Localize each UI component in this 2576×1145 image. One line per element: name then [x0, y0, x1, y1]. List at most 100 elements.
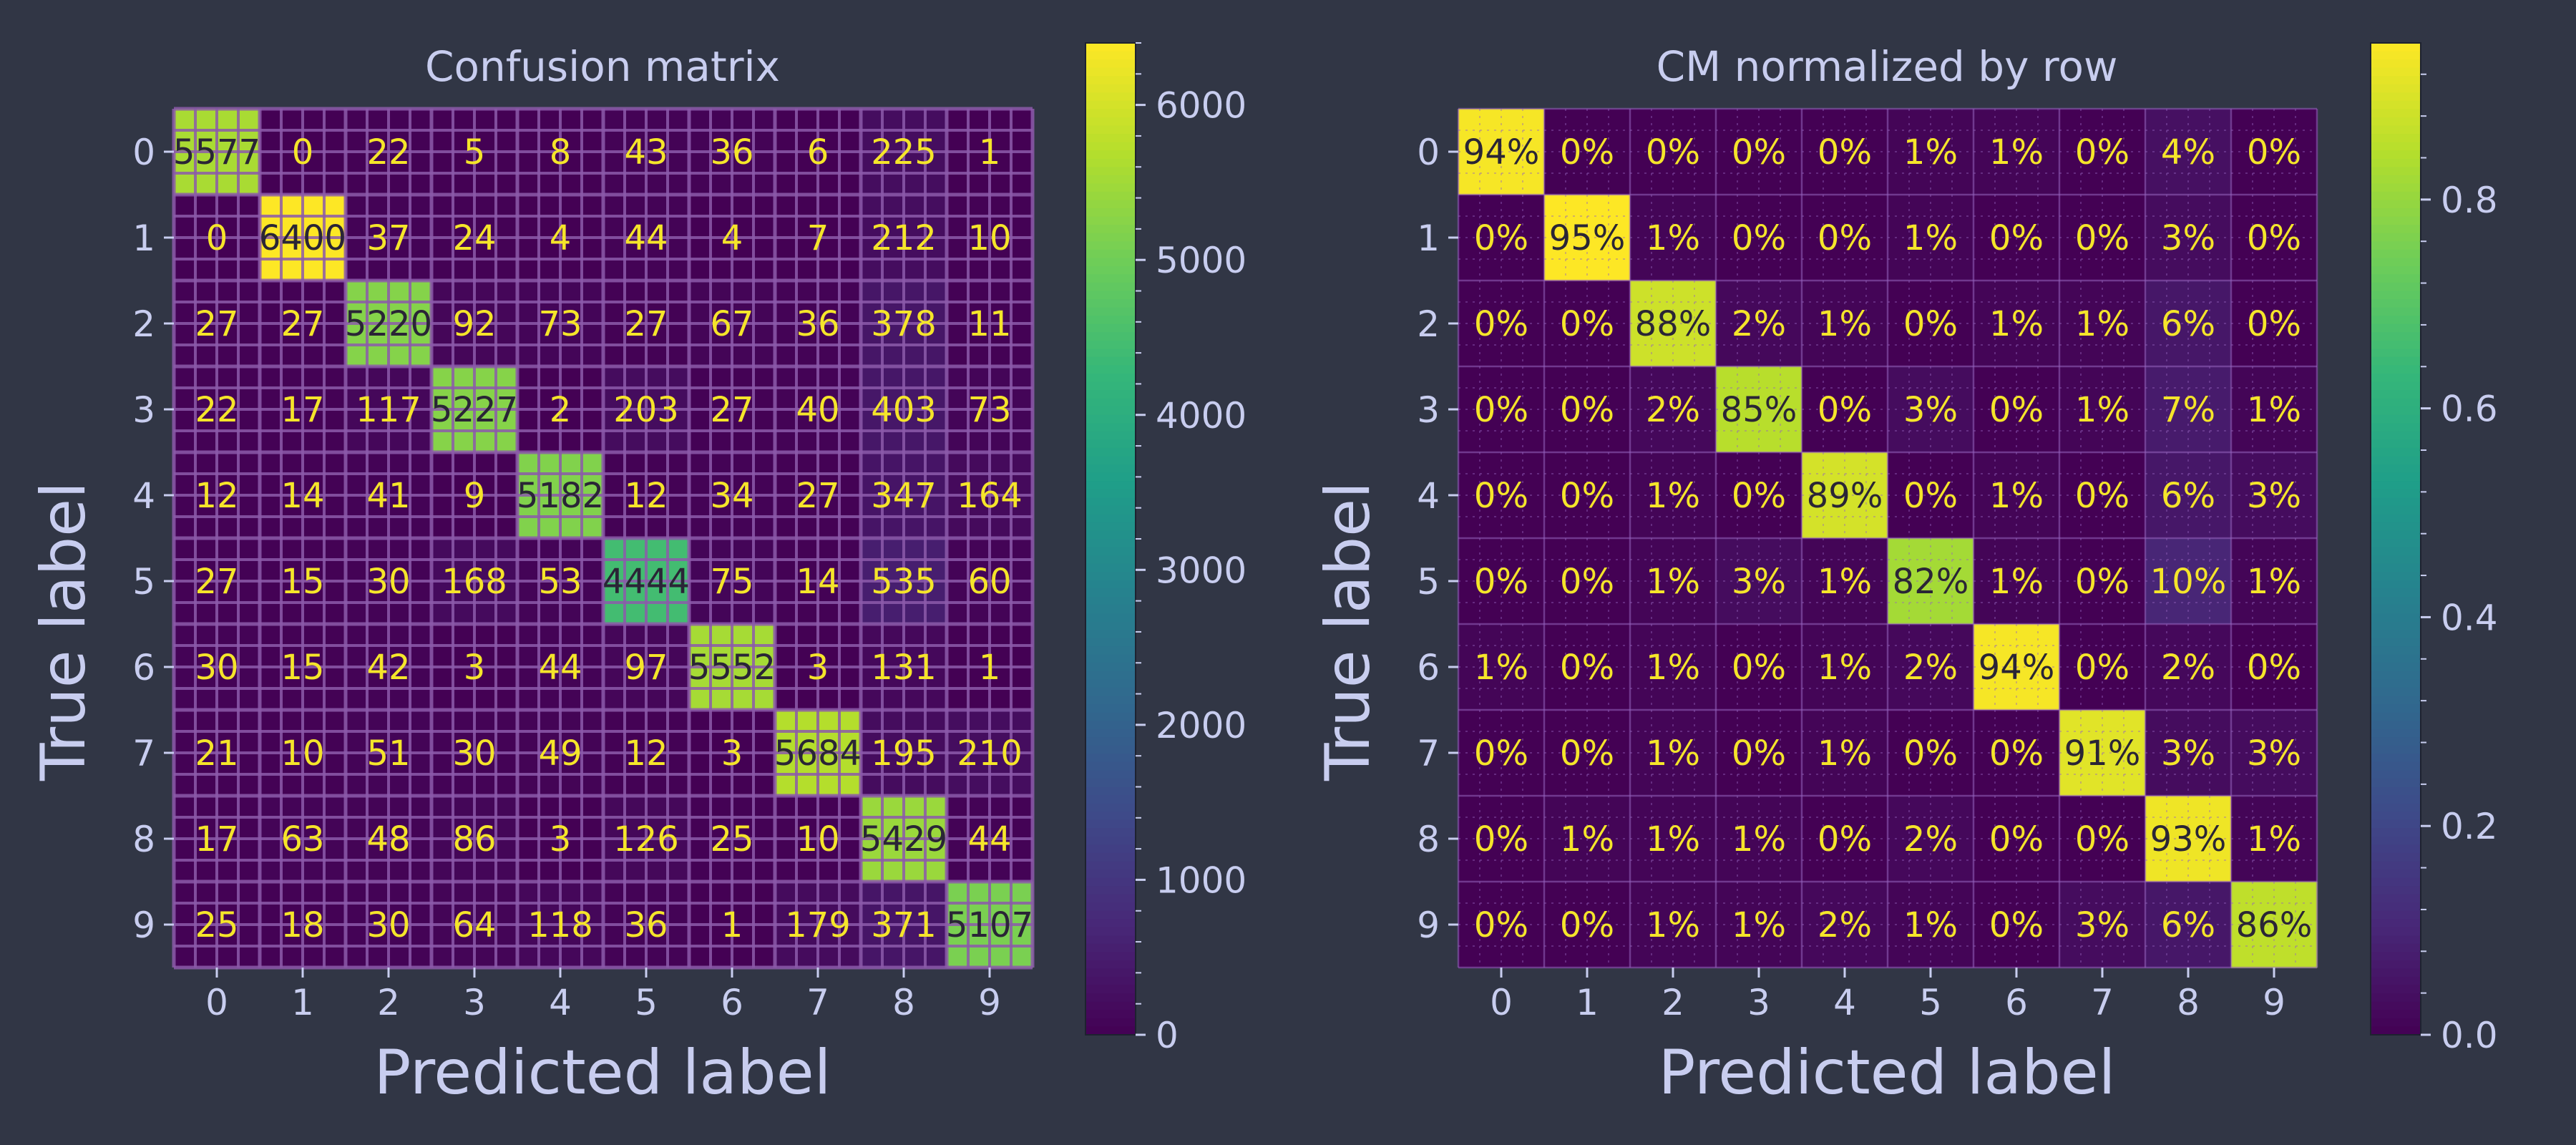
x-axis-ticks: 0 1 2 3 4 5 6 7 8 9	[205, 968, 1001, 1023]
cell-value-label: 3	[807, 648, 829, 688]
colorbar-segment	[2371, 646, 2421, 656]
colorbar-segment	[1085, 613, 1136, 623]
cell-value-label: 1%	[1646, 562, 1700, 602]
cell-value-label: 1%	[1560, 819, 1614, 859]
colorbar-segment	[2371, 332, 2421, 341]
cell-value-label: 1%	[1989, 304, 2044, 344]
colorbar-segment	[2371, 225, 2421, 234]
colorbar-tick-label: 0.6	[2441, 389, 2498, 430]
x-tick-label: 6	[721, 982, 743, 1023]
x-tick-label: 3	[1747, 982, 1770, 1023]
cell-value-label: 164	[957, 476, 1023, 516]
cell-value-label: 0%	[1474, 218, 1528, 258]
cell-value-label: 12	[195, 476, 238, 516]
cell-value-label: 0%	[1560, 905, 1614, 945]
colorbar: 0.0 0.2 0.4 0.6 0.8	[2370, 42, 2498, 1056]
colorbar-segment	[2371, 76, 2421, 85]
colorbar-segment	[1085, 729, 1136, 739]
colorbar-segment	[2371, 109, 2421, 118]
colorbar-segment	[1085, 968, 1136, 978]
colorbar-segment	[2371, 812, 2421, 821]
normalized-confusion-matrix-panel: CM normalized by row Predicted label Tru…	[1312, 42, 2498, 1109]
x-tick-label: 3	[463, 982, 486, 1023]
colorbar-segment	[1085, 414, 1136, 424]
colorbar-segment	[1085, 836, 1136, 846]
colorbar-segment	[2371, 142, 2421, 152]
cell-value-label: 30	[195, 648, 238, 688]
colorbar-segment	[1085, 786, 1136, 796]
cell-value-label: 12	[624, 734, 668, 774]
cell-value-label: 0	[206, 218, 228, 258]
cell-value-label: 94%	[1979, 648, 2055, 688]
cell-value-label: 15	[280, 648, 324, 688]
colorbar-segment	[1085, 134, 1136, 143]
y-tick-label: 2	[1417, 303, 1440, 345]
colorbar-segment	[1085, 481, 1136, 490]
colorbar-segment	[1085, 142, 1136, 152]
cell-value-label: 0%	[2075, 648, 2129, 688]
colorbar-segment	[2371, 216, 2421, 226]
cell-value-label: 0%	[2247, 218, 2301, 258]
colorbar-segment	[2371, 241, 2421, 250]
cell-value-label: 0%	[2247, 304, 2301, 344]
colorbar-segment	[2371, 390, 2421, 399]
cell-value-label: 7%	[2161, 390, 2215, 430]
colorbar-segment	[2371, 274, 2421, 283]
colorbar-segment	[2371, 1018, 2421, 1028]
colorbar-segment	[1085, 208, 1136, 218]
colorbar-segment	[2371, 208, 2421, 218]
colorbar-segment	[2371, 92, 2421, 102]
x-tick-label: 2	[1662, 982, 1684, 1023]
x-tick-label: 0	[1490, 982, 1513, 1023]
cell-value-label: 1%	[1989, 132, 2044, 172]
colorbar-segment	[1085, 778, 1136, 788]
colorbar-segment	[2371, 323, 2421, 333]
cell-value-label: 22	[195, 390, 238, 430]
cell-value-label: 0%	[1560, 562, 1614, 602]
colorbar-segment	[2371, 952, 2421, 962]
cell-value-label: 3	[464, 648, 486, 688]
cell-value-label: 1%	[1818, 304, 1872, 344]
y-tick-label: 1	[132, 218, 155, 259]
colorbar-tick-label: 0.0	[2441, 1015, 2498, 1056]
cell-value-label: 5182	[517, 476, 604, 516]
colorbar-segment	[2371, 406, 2421, 416]
colorbar-segment	[1085, 249, 1136, 259]
cell-value-label: 10	[796, 819, 839, 859]
x-axis-ticks: 0 1 2 3 4 5 6 7 8 9	[1490, 968, 2285, 1023]
cell-value-label: 1%	[1646, 218, 1700, 258]
colorbar-segment	[2371, 374, 2421, 383]
colorbar-segment	[2371, 770, 2421, 779]
colorbar-segment	[1085, 200, 1136, 209]
cell-value-label: 1%	[1646, 819, 1700, 859]
colorbar-segment	[1085, 712, 1136, 722]
colorbar-segment	[2371, 737, 2421, 746]
cell-value-label: 371	[871, 905, 937, 945]
colorbar-segment	[1085, 522, 1136, 532]
colorbar-segment	[2371, 117, 2421, 127]
cell-value-label: 1%	[1646, 648, 1700, 688]
x-tick-label: 2	[377, 982, 400, 1023]
colorbar-segment	[1085, 489, 1136, 499]
cell-value-label: 92	[452, 304, 496, 344]
colorbar-tick-label: 4000	[1156, 395, 1246, 437]
colorbar-segment	[2371, 464, 2421, 474]
colorbar-segment	[1085, 323, 1136, 333]
colorbar-segment	[1085, 877, 1136, 887]
cell-value-label: 6%	[2161, 304, 2215, 344]
colorbar-segment	[2371, 291, 2421, 301]
y-axis-ticks: 0 1 2 3 4 5 6 7 8 9	[132, 132, 174, 946]
cell-value-label: 5	[464, 132, 486, 172]
x-tick-label: 6	[2005, 982, 2028, 1023]
colorbar-segment	[2371, 902, 2421, 912]
colorbar-segment	[2371, 356, 2421, 366]
cell-value-label: 30	[366, 905, 410, 945]
colorbar-segment	[2371, 522, 2421, 532]
cell-value-label: 27	[796, 476, 839, 516]
colorbar-segment	[2371, 894, 2421, 904]
cell-value-label: 2%	[1903, 648, 1958, 688]
x-tick-label: 9	[2263, 982, 2285, 1023]
cell-value-label: 53	[538, 562, 582, 602]
cell-value-label: 1%	[1818, 734, 1872, 774]
cell-value-label: 44	[624, 218, 668, 258]
